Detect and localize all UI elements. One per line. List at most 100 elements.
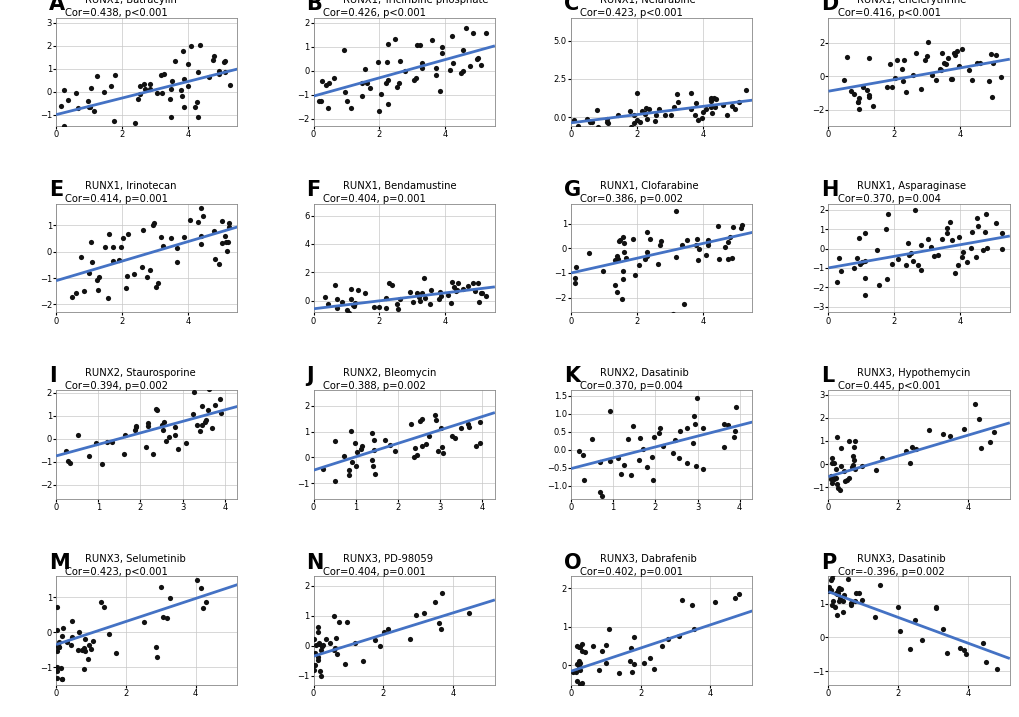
Point (203, 378, 219, 389)
Text: RUNX1, Batracylin: RUNX1, Batracylin (85, 0, 177, 5)
Point (431, 85, 447, 97)
Point (371, 301, 387, 313)
Point (386, 33, 403, 44)
Point (156, 417, 172, 428)
Point (909, 260, 925, 271)
Point (471, 437, 487, 448)
Point (853, 256, 869, 267)
Point (335, 450, 352, 462)
Point (688, 233, 704, 244)
Point (593, 645, 609, 657)
Point (154, 424, 170, 435)
Point (635, 443, 651, 455)
Text: Cor=0.370, p=0.004: Cor=0.370, p=0.004 (837, 194, 940, 204)
Point (354, 77, 370, 89)
Point (707, 93, 723, 105)
Point (833, 265, 849, 277)
Point (661, 110, 678, 121)
Point (325, 72, 341, 84)
Text: RUNX3, PD-98059: RUNX3, PD-98059 (342, 554, 432, 564)
Point (415, 272, 431, 283)
Point (974, 637, 990, 649)
Text: K: K (564, 366, 580, 386)
Point (170, 443, 186, 455)
Point (684, 437, 700, 449)
Point (699, 234, 715, 245)
Point (824, 596, 841, 607)
Point (870, 279, 887, 290)
Point (414, 288, 430, 299)
Point (64, 631, 81, 642)
Point (163, 232, 179, 243)
Point (176, 102, 193, 113)
Point (705, 92, 721, 103)
Point (75, 642, 92, 653)
Point (340, 470, 357, 481)
Point (606, 254, 623, 265)
Point (439, 290, 455, 301)
Point (912, 83, 928, 95)
Point (649, 258, 665, 270)
Point (854, 82, 870, 93)
Point (820, 585, 837, 597)
Point (148, 404, 164, 415)
Point (943, 234, 959, 245)
Point (452, 67, 469, 79)
Point (336, 86, 353, 98)
Point (472, 417, 488, 428)
Point (827, 588, 844, 599)
Point (127, 421, 144, 432)
Point (430, 617, 446, 628)
Point (683, 103, 699, 115)
Point (54, 673, 70, 685)
Point (314, 75, 330, 87)
Point (59, 636, 75, 647)
Point (922, 241, 938, 252)
Point (864, 100, 880, 111)
Text: RUNX1, Nelarabine: RUNX1, Nelarabine (599, 0, 695, 5)
Point (189, 96, 205, 108)
Point (311, 665, 327, 677)
Point (927, 74, 944, 85)
Point (195, 602, 211, 613)
Point (933, 429, 950, 440)
Point (946, 49, 962, 60)
Point (830, 593, 847, 604)
Point (823, 457, 840, 469)
Point (355, 655, 371, 666)
Point (626, 118, 642, 129)
Point (420, 430, 436, 442)
Point (850, 587, 866, 599)
Point (839, 475, 855, 486)
Point (49, 666, 65, 678)
Text: Cor=0.386, p=0.002: Cor=0.386, p=0.002 (580, 194, 683, 204)
Point (55, 120, 71, 131)
Point (963, 227, 979, 238)
Point (326, 279, 342, 290)
Point (51, 642, 67, 653)
Point (615, 237, 632, 249)
Point (315, 463, 331, 475)
Point (127, 424, 144, 435)
Point (383, 280, 399, 291)
Point (903, 247, 919, 259)
Text: RUNX1, Irinotecan: RUNX1, Irinotecan (85, 181, 176, 191)
Point (728, 402, 744, 413)
Point (87, 105, 103, 117)
Point (443, 430, 460, 442)
Point (462, 60, 478, 72)
Point (427, 62, 443, 73)
Point (906, 204, 922, 216)
Point (568, 261, 584, 272)
Point (206, 51, 222, 62)
Point (651, 423, 667, 435)
Point (149, 404, 165, 416)
Point (568, 640, 584, 652)
Point (148, 641, 164, 652)
Point (346, 297, 363, 308)
Point (825, 457, 842, 469)
Point (987, 49, 1004, 61)
Point (873, 452, 890, 464)
Point (81, 639, 97, 650)
Point (426, 409, 442, 421)
